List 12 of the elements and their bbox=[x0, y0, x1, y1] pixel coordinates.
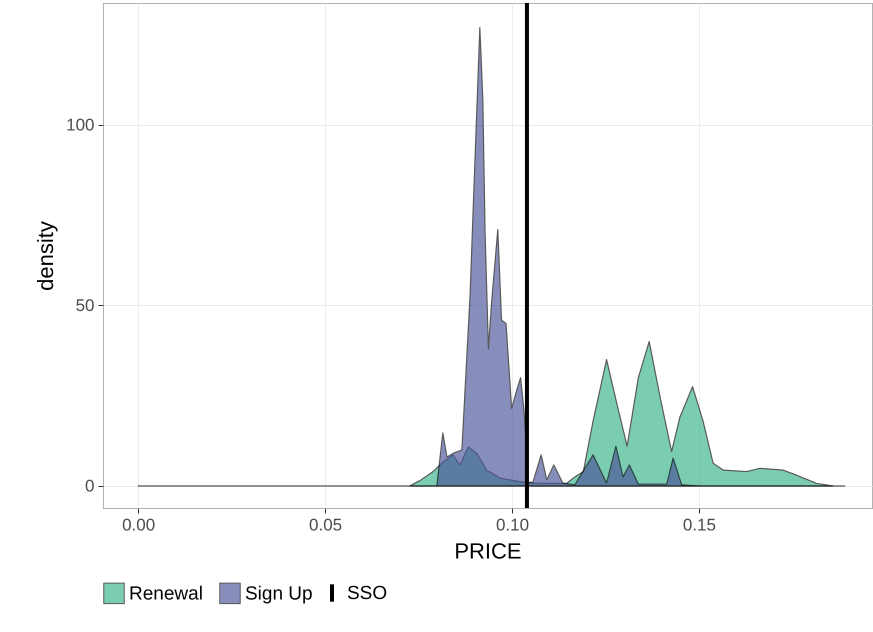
x-tick-label: 0.00 bbox=[122, 516, 156, 534]
legend-label: SSO bbox=[347, 583, 388, 604]
legend-label: Sign Up bbox=[245, 583, 313, 604]
y-tick-label: 100 bbox=[66, 116, 94, 135]
x-tick-label: 0.10 bbox=[496, 516, 530, 534]
y-tick-label: 50 bbox=[76, 296, 94, 315]
y-axis-title: density bbox=[33, 221, 58, 291]
x-axis-title: PRICE bbox=[454, 538, 522, 564]
legend-label: Renewal bbox=[129, 583, 203, 604]
x-tick-label: 0.05 bbox=[309, 516, 342, 534]
y-tick-label: 0 bbox=[85, 476, 94, 496]
x-tick-label: 0.15 bbox=[682, 516, 716, 534]
